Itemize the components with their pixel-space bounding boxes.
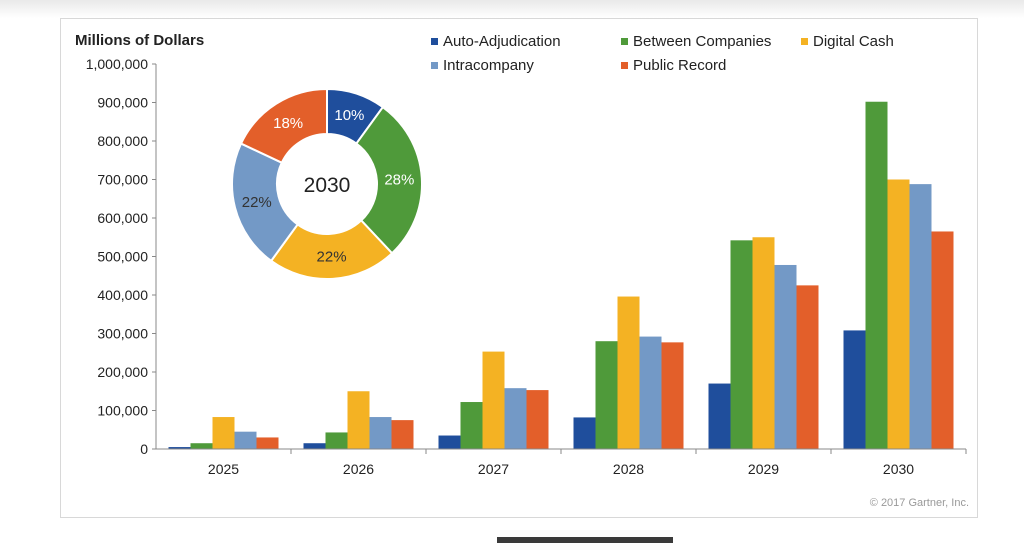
y-tick-label: 200,000: [97, 364, 148, 380]
donut-slice-label: 18%: [273, 115, 303, 132]
y-axis-title: Millions of Dollars: [75, 32, 204, 49]
bar-public-record-2026: [391, 420, 414, 449]
bar-auto-adjudication-2025: [168, 447, 191, 449]
legend-swatch: [431, 38, 438, 45]
donut-center-label: 2030: [304, 174, 351, 197]
legend-label: Public Record: [633, 57, 726, 74]
y-tick-label: 1,000,000: [86, 56, 148, 72]
donut-slice-label: 22%: [242, 194, 272, 211]
y-tick-label: 0: [140, 441, 148, 457]
bar-public-record-2029: [796, 285, 819, 449]
legend-label: Intracompany: [443, 57, 534, 74]
donut-slice-label: 28%: [384, 171, 414, 188]
legend-swatch: [801, 38, 808, 45]
bar-intracompany-2028: [639, 336, 662, 449]
x-tick-label: 2025: [208, 461, 239, 477]
donut-slice-digital-cash: [269, 219, 394, 280]
bar-between-companies-2029: [730, 240, 753, 449]
y-tick-label: 100,000: [97, 403, 148, 419]
bar-intracompany-2029: [774, 264, 797, 449]
top-strip: [0, 0, 1024, 18]
bar-auto-adjudication-2029: [708, 383, 731, 449]
bar-auto-adjudication-2026: [303, 443, 326, 449]
bar-public-record-2030: [931, 231, 954, 449]
bar-digital-cash-2029: [752, 237, 775, 449]
bar-public-record-2028: [661, 342, 684, 449]
legend-swatch: [621, 38, 628, 45]
bar-public-record-2025: [256, 437, 279, 449]
y-tick-label: 300,000: [97, 326, 148, 342]
chart-svg: 0 100,000 200,000 300,000 400,000 500,000 600,…: [75, 32, 969, 509]
donut-slice-label: 10%: [334, 107, 364, 124]
legend-swatch: [621, 62, 628, 69]
bar-auto-adjudication-2030: [843, 330, 866, 449]
copyright-text: © 2017 Gartner, Inc.: [870, 497, 969, 509]
bottom-tab: [497, 537, 673, 543]
y-tick-label: 500,000: [97, 249, 148, 265]
bar-intracompany-2030: [909, 184, 932, 449]
bar-intracompany-2026: [369, 417, 392, 449]
bar-between-companies-2028: [595, 341, 618, 449]
legend-label: Digital Cash: [813, 33, 894, 50]
legend-swatch: [431, 62, 438, 69]
bar-digital-cash-2030: [887, 179, 910, 449]
bar-auto-adjudication-2027: [438, 435, 461, 449]
x-tick-label: 2028: [613, 461, 644, 477]
x-tick-label: 2029: [748, 461, 779, 477]
y-tick-label: 800,000: [97, 133, 148, 149]
x-tick-label: 2027: [478, 461, 509, 477]
legend-label: Between Companies: [633, 33, 771, 50]
bar-between-companies-2025: [190, 443, 213, 449]
donut-slice-between-companies: [354, 105, 423, 255]
bar-auto-adjudication-2028: [573, 417, 596, 449]
bar-between-companies-2026: [325, 432, 348, 449]
bar-digital-cash-2028: [617, 296, 640, 449]
bar-between-companies-2027: [460, 402, 483, 449]
donut-slice-intracompany: [231, 142, 300, 263]
y-tick-label: 900,000: [97, 95, 148, 111]
bar-digital-cash-2027: [482, 351, 505, 449]
y-tick-label: 400,000: [97, 287, 148, 303]
bar-between-companies-2030: [865, 101, 888, 449]
legend-label: Auto-Adjudication: [443, 33, 561, 50]
y-tick-label: 600,000: [97, 210, 148, 226]
donut-slice-public-record: [239, 87, 328, 165]
bar-intracompany-2025: [234, 431, 257, 449]
bar-digital-cash-2026: [347, 391, 370, 449]
x-tick-label: 2026: [343, 461, 374, 477]
donut-slice-label: 22%: [317, 248, 347, 265]
chart-frame: 0 100,000 200,000 300,000 400,000 500,000 600,…: [60, 18, 978, 518]
bar-public-record-2027: [526, 390, 549, 449]
bar-digital-cash-2025: [212, 417, 235, 449]
bar-intracompany-2027: [504, 388, 527, 449]
x-tick-label: 2030: [883, 461, 914, 477]
y-tick-label: 700,000: [97, 172, 148, 188]
